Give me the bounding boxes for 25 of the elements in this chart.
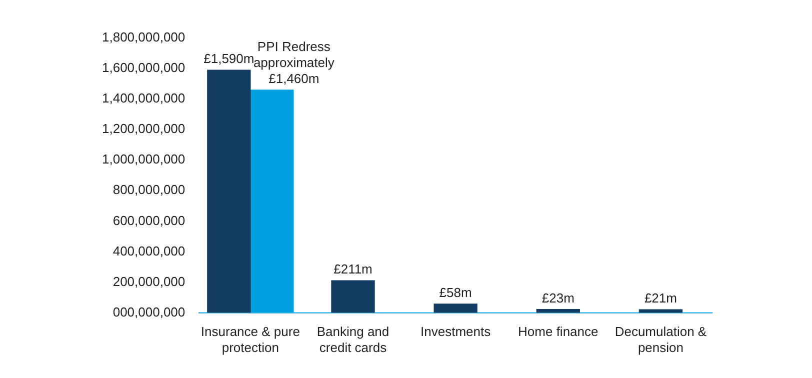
x-tick-label: Investments bbox=[420, 324, 492, 340]
x-tick-label: Home finance bbox=[518, 324, 598, 340]
x-tick-label: Insurance & pure protection bbox=[200, 324, 300, 355]
data-label: £1,590m bbox=[204, 51, 254, 66]
y-tick-label: 800,000,000 bbox=[112, 182, 186, 198]
x-tick-label: Banking and credit cards bbox=[316, 324, 390, 355]
data-label: £23m bbox=[542, 290, 574, 306]
bar bbox=[434, 304, 478, 313]
x-tick-label: Decumulation & pension bbox=[614, 324, 707, 355]
y-tick-label: 000,000,000 bbox=[112, 304, 186, 320]
data-label: £58m bbox=[439, 285, 472, 300]
y-tick-label: 1,400,000,000 bbox=[102, 90, 186, 106]
y-tick-label: 400,000,000 bbox=[112, 243, 186, 258]
y-tick-label: 1,200,000,000 bbox=[102, 121, 186, 136]
y-tick-label: 200,000,000 bbox=[112, 274, 186, 289]
bar bbox=[331, 280, 375, 313]
bar bbox=[250, 90, 294, 313]
y-tick-label: 1,000,000,000 bbox=[102, 152, 186, 167]
bar bbox=[536, 308, 580, 313]
data-label: PPI Redress approximately £1,460m bbox=[253, 38, 335, 86]
y-tick-label: 600,000,000 bbox=[112, 212, 186, 228]
data-label: £211m bbox=[334, 262, 372, 277]
y-tick-label: 1,800,000,000 bbox=[102, 30, 186, 45]
y-tick-label: 1,600,000,000 bbox=[102, 60, 186, 76]
data-label: £21m bbox=[644, 290, 677, 306]
